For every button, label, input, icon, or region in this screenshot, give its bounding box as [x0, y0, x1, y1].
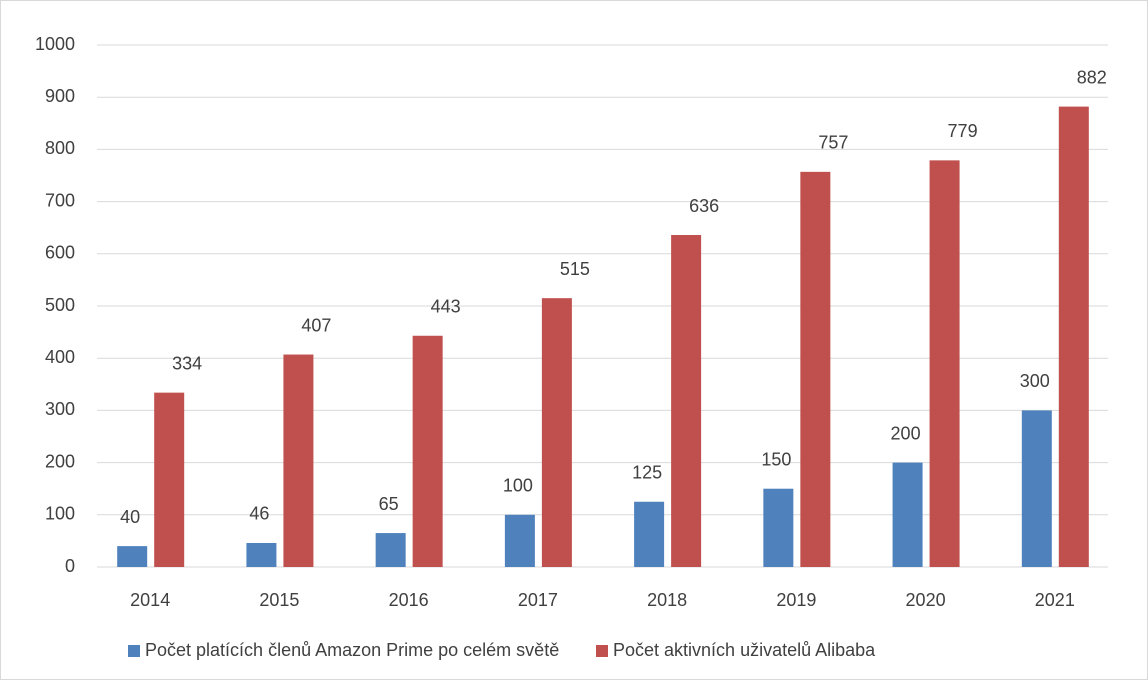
bar [763, 488, 794, 567]
x-tick-label: 2014 [130, 590, 170, 610]
bar [929, 160, 960, 567]
data-label: 200 [891, 423, 921, 443]
data-label: 779 [948, 121, 978, 141]
y-tick-label: 700 [45, 190, 75, 210]
data-label: 407 [301, 315, 331, 335]
data-label: 300 [1020, 371, 1050, 391]
bar [541, 298, 572, 567]
data-label: 150 [761, 449, 791, 469]
bar [504, 514, 535, 567]
x-tick-label: 2016 [389, 590, 429, 610]
bar [892, 462, 923, 567]
y-tick-label: 1000 [35, 34, 75, 54]
y-tick-label: 600 [45, 243, 75, 263]
legend-swatch [596, 645, 608, 657]
data-label: 334 [172, 353, 202, 373]
y-tick-label: 100 [45, 504, 75, 524]
data-label: 100 [503, 476, 533, 496]
x-tick-label: 2018 [647, 590, 687, 610]
data-label: 515 [560, 259, 590, 279]
legend-label: Počet platících členů Amazon Prime po ce… [145, 640, 559, 660]
data-label: 125 [632, 463, 662, 483]
bar [671, 235, 702, 567]
data-label: 636 [689, 196, 719, 216]
bar [1021, 410, 1052, 567]
x-tick-label: 2015 [259, 590, 299, 610]
y-tick-label: 900 [45, 86, 75, 106]
bar [117, 546, 148, 567]
y-tick-label: 300 [45, 399, 75, 419]
bar [800, 171, 831, 567]
bar [375, 533, 406, 567]
x-tick-label: 2021 [1035, 590, 1075, 610]
y-tick-label: 800 [45, 138, 75, 158]
y-tick-label: 500 [45, 295, 75, 315]
bar [412, 335, 443, 567]
x-tick-label: 2017 [518, 590, 558, 610]
data-label: 65 [379, 494, 399, 514]
bar [634, 501, 665, 567]
y-tick-label: 200 [45, 451, 75, 471]
x-tick-label: 2019 [776, 590, 816, 610]
bar [1058, 106, 1089, 567]
data-label: 882 [1077, 67, 1107, 87]
x-tick-label: 2020 [906, 590, 946, 610]
data-label: 757 [818, 133, 848, 153]
y-tick-label: 400 [45, 347, 75, 367]
data-label: 40 [120, 507, 140, 527]
data-label: 443 [431, 297, 461, 317]
legend-swatch [128, 645, 140, 657]
legend-label: Počet aktivních uživatelů Alibaba [613, 640, 876, 660]
bar [246, 542, 277, 567]
bar [154, 392, 185, 567]
data-label: 46 [249, 504, 269, 524]
y-tick-label: 0 [65, 556, 75, 576]
bar [283, 354, 314, 567]
